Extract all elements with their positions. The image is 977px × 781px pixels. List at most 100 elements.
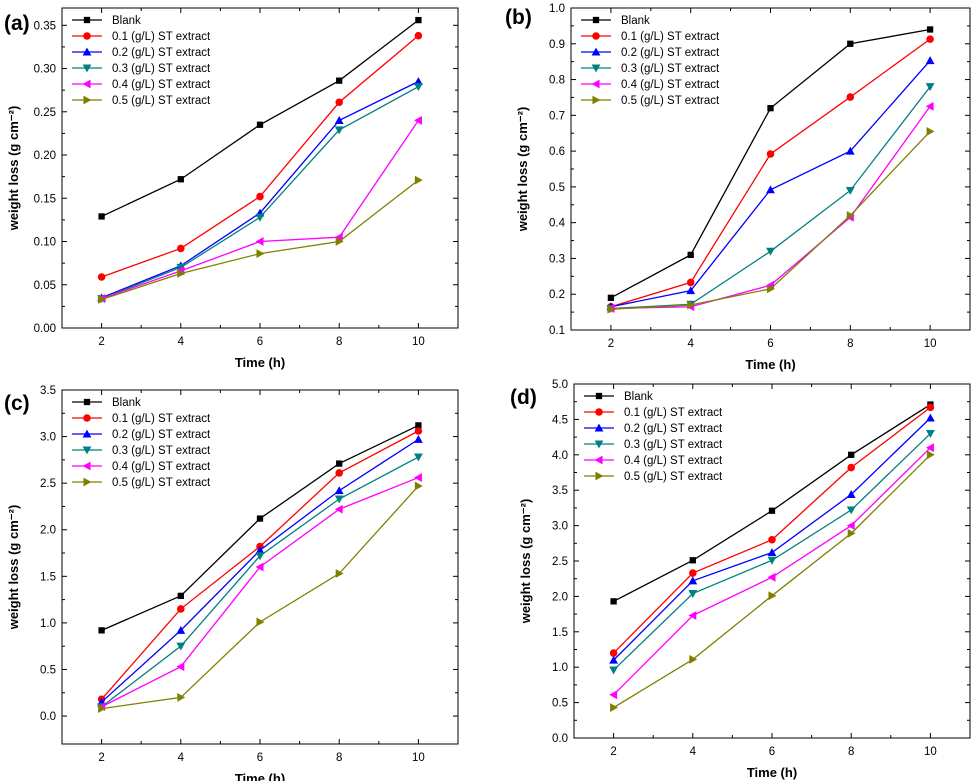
panel-label: (b): [505, 6, 532, 29]
data-point: [334, 486, 344, 495]
y-tick-label: 0.1: [549, 325, 565, 337]
legend-marker: [83, 398, 91, 406]
legend-label: 0.5 (g/L) ST extract: [621, 95, 720, 107]
y-tick-label: 4.5: [552, 414, 568, 426]
x-axis-title: Time (h): [745, 357, 795, 372]
data-point: [846, 211, 855, 220]
legend-marker: [82, 446, 92, 455]
data-point: [334, 232, 343, 242]
data-point: [689, 557, 696, 564]
data-point: [335, 469, 343, 477]
legend-label: 0.3 (g/L) ST extract: [621, 63, 720, 75]
panel-label: (d): [510, 386, 537, 409]
data-point: [768, 535, 776, 544]
data-point: [926, 26, 934, 33]
x-tick-label: 8: [847, 338, 853, 350]
panel-label: (c): [4, 392, 30, 415]
data-point: [414, 427, 423, 435]
x-tick-label: 6: [257, 752, 263, 764]
y-tick-label: 0.00: [34, 323, 56, 335]
series-line: [610, 106, 931, 310]
legend-marker: [82, 47, 92, 56]
data-point: [845, 146, 855, 155]
chart-panel-1: 0.00 0.05 0.10 0.15 0.20 0.25 0.30 0.35 2 4 6 8 10 Ti…: [4, 7, 459, 370]
legend-label: 0.5 (g/L) ST extract: [624, 471, 723, 483]
legend-label: Blank: [112, 15, 141, 27]
data-point: [413, 116, 422, 125]
data-point: [766, 284, 775, 294]
series-line: [610, 130, 931, 310]
data-point: [766, 150, 775, 158]
data-point: [255, 562, 264, 572]
legend-label: 0.2 (g/L) ST extract: [621, 47, 720, 59]
data-point: [413, 473, 422, 482]
y-tick-label: 2.0: [552, 591, 568, 603]
data-point: [689, 569, 697, 577]
x-tick-label: 2: [610, 746, 616, 758]
data-point: [687, 300, 696, 310]
data-point: [176, 642, 186, 651]
data-point: [176, 662, 185, 672]
panel-label: (a): [4, 12, 30, 35]
legend-marker: [591, 47, 601, 56]
data-point: [176, 263, 186, 272]
data-point: [925, 413, 935, 422]
legend-label: 0.5 (g/L) ST extract: [112, 477, 211, 489]
chart-panel-4: 0.0 0.5 1.0 1.5 2.0 2.5 3.0 3.5 4.0 4.5 5.0 2 4 6 8 10 T…: [510, 379, 971, 780]
data-point: [336, 460, 343, 467]
legend-label: 0.5 (g/L) ST extract: [112, 95, 211, 107]
legend-marker: [82, 461, 91, 471]
legend-marker: [82, 64, 92, 73]
y-axis-title: weight loss (g cm⁻²): [6, 505, 21, 631]
data-point: [414, 481, 423, 491]
data-point: [926, 127, 935, 136]
legend-label: Blank: [621, 15, 650, 27]
y-tick-label: 2.5: [40, 478, 56, 490]
chart-panel-3: 0.0 0.5 1.0 1.5 2.0 2.5 3.0 3.5 2 4 6 8 10 Time (h) we…: [4, 385, 459, 781]
x-tick-label: 10: [924, 338, 937, 350]
legend-label: 0.1 (g/L) ST extract: [112, 31, 211, 43]
data-point: [847, 40, 854, 47]
legend-marker: [83, 414, 91, 422]
data-point: [768, 507, 776, 514]
data-point: [334, 116, 344, 124]
y-tick-label: 0.2: [549, 289, 565, 301]
data-point: [767, 548, 777, 557]
data-point: [687, 251, 694, 259]
data-point: [925, 430, 935, 438]
data-point: [688, 590, 698, 598]
y-tick-label: 0.3: [549, 253, 565, 265]
data-point: [256, 121, 264, 128]
data-point: [413, 434, 423, 443]
data-point: [98, 627, 105, 634]
legend-label: 0.2 (g/L) ST extract: [624, 423, 723, 435]
y-tick-label: 0.0: [552, 733, 568, 745]
data-point: [607, 294, 615, 301]
x-axis-title: Time (h): [235, 355, 285, 370]
y-tick-label: 3.0: [552, 521, 568, 533]
y-tick-label: 1.0: [40, 618, 56, 630]
data-point: [413, 453, 423, 462]
y-tick-label: 3.5: [40, 385, 56, 397]
y-tick-label: 0.8: [549, 75, 565, 87]
data-point: [610, 703, 619, 712]
data-point: [415, 422, 422, 429]
y-tick-label: 2.5: [552, 556, 568, 568]
data-point: [686, 278, 695, 287]
data-point: [848, 451, 855, 458]
legend-marker: [82, 429, 92, 438]
series-line: [101, 476, 419, 708]
legend-label: 0.4 (g/L) ST extract: [621, 79, 720, 91]
x-axis-title: Time (h): [235, 771, 285, 781]
y-tick-label: 0.35: [34, 20, 56, 32]
legend-marker: [83, 32, 91, 40]
y-tick-label: 0.5: [552, 698, 568, 710]
data-point: [925, 83, 935, 92]
data-point: [256, 249, 265, 259]
y-tick-label: 4.0: [552, 450, 568, 462]
data-point: [609, 655, 619, 664]
data-point: [335, 237, 344, 246]
data-point: [414, 175, 423, 185]
x-tick-label: 10: [412, 336, 425, 348]
legend-label: 0.3 (g/L) ST extract: [112, 63, 211, 75]
